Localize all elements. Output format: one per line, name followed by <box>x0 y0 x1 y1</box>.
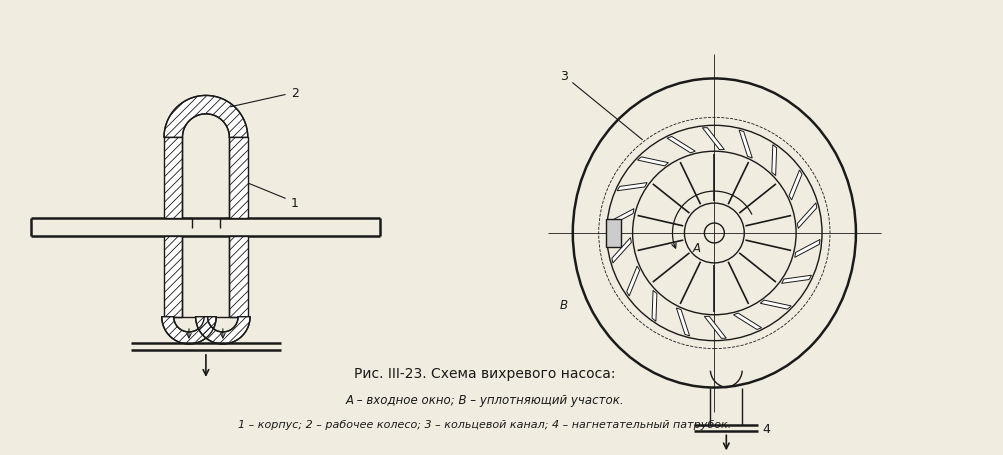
Polygon shape <box>161 317 216 344</box>
Polygon shape <box>229 237 248 317</box>
Polygon shape <box>637 157 668 167</box>
Polygon shape <box>796 203 816 229</box>
Text: 4: 4 <box>761 422 769 435</box>
Polygon shape <box>617 183 647 191</box>
Text: 3: 3 <box>560 70 642 141</box>
Polygon shape <box>771 145 776 176</box>
Text: А: А <box>692 242 700 255</box>
Text: 1: 1 <box>248 184 298 209</box>
Text: 2: 2 <box>231 87 298 107</box>
Polygon shape <box>605 220 620 248</box>
Polygon shape <box>608 209 633 227</box>
Polygon shape <box>759 300 790 309</box>
Polygon shape <box>229 138 248 218</box>
Text: Рис. III-23. Схема вихревого насоса:: Рис. III-23. Схема вихревого насоса: <box>354 366 615 380</box>
Polygon shape <box>794 240 819 258</box>
Text: В: В <box>560 298 568 312</box>
Polygon shape <box>788 171 801 201</box>
Polygon shape <box>163 138 183 218</box>
Text: А – входное окно; В – уплотняющий участок.: А – входное окно; В – уплотняющий участо… <box>345 393 624 406</box>
Polygon shape <box>626 267 639 296</box>
Polygon shape <box>704 317 725 339</box>
Polygon shape <box>611 238 631 263</box>
Polygon shape <box>196 317 250 344</box>
Polygon shape <box>666 137 694 153</box>
Polygon shape <box>780 276 810 284</box>
Polygon shape <box>163 96 248 138</box>
Polygon shape <box>676 308 689 336</box>
Polygon shape <box>733 313 761 330</box>
Polygon shape <box>738 131 751 159</box>
Text: 1 – корпус; 2 – рабочее колесо; 3 – кольцевой канал; 4 – нагнетательный патрубок: 1 – корпус; 2 – рабочее колесо; 3 – коль… <box>238 420 731 430</box>
Polygon shape <box>702 128 723 150</box>
Polygon shape <box>651 291 656 322</box>
Polygon shape <box>163 237 183 317</box>
